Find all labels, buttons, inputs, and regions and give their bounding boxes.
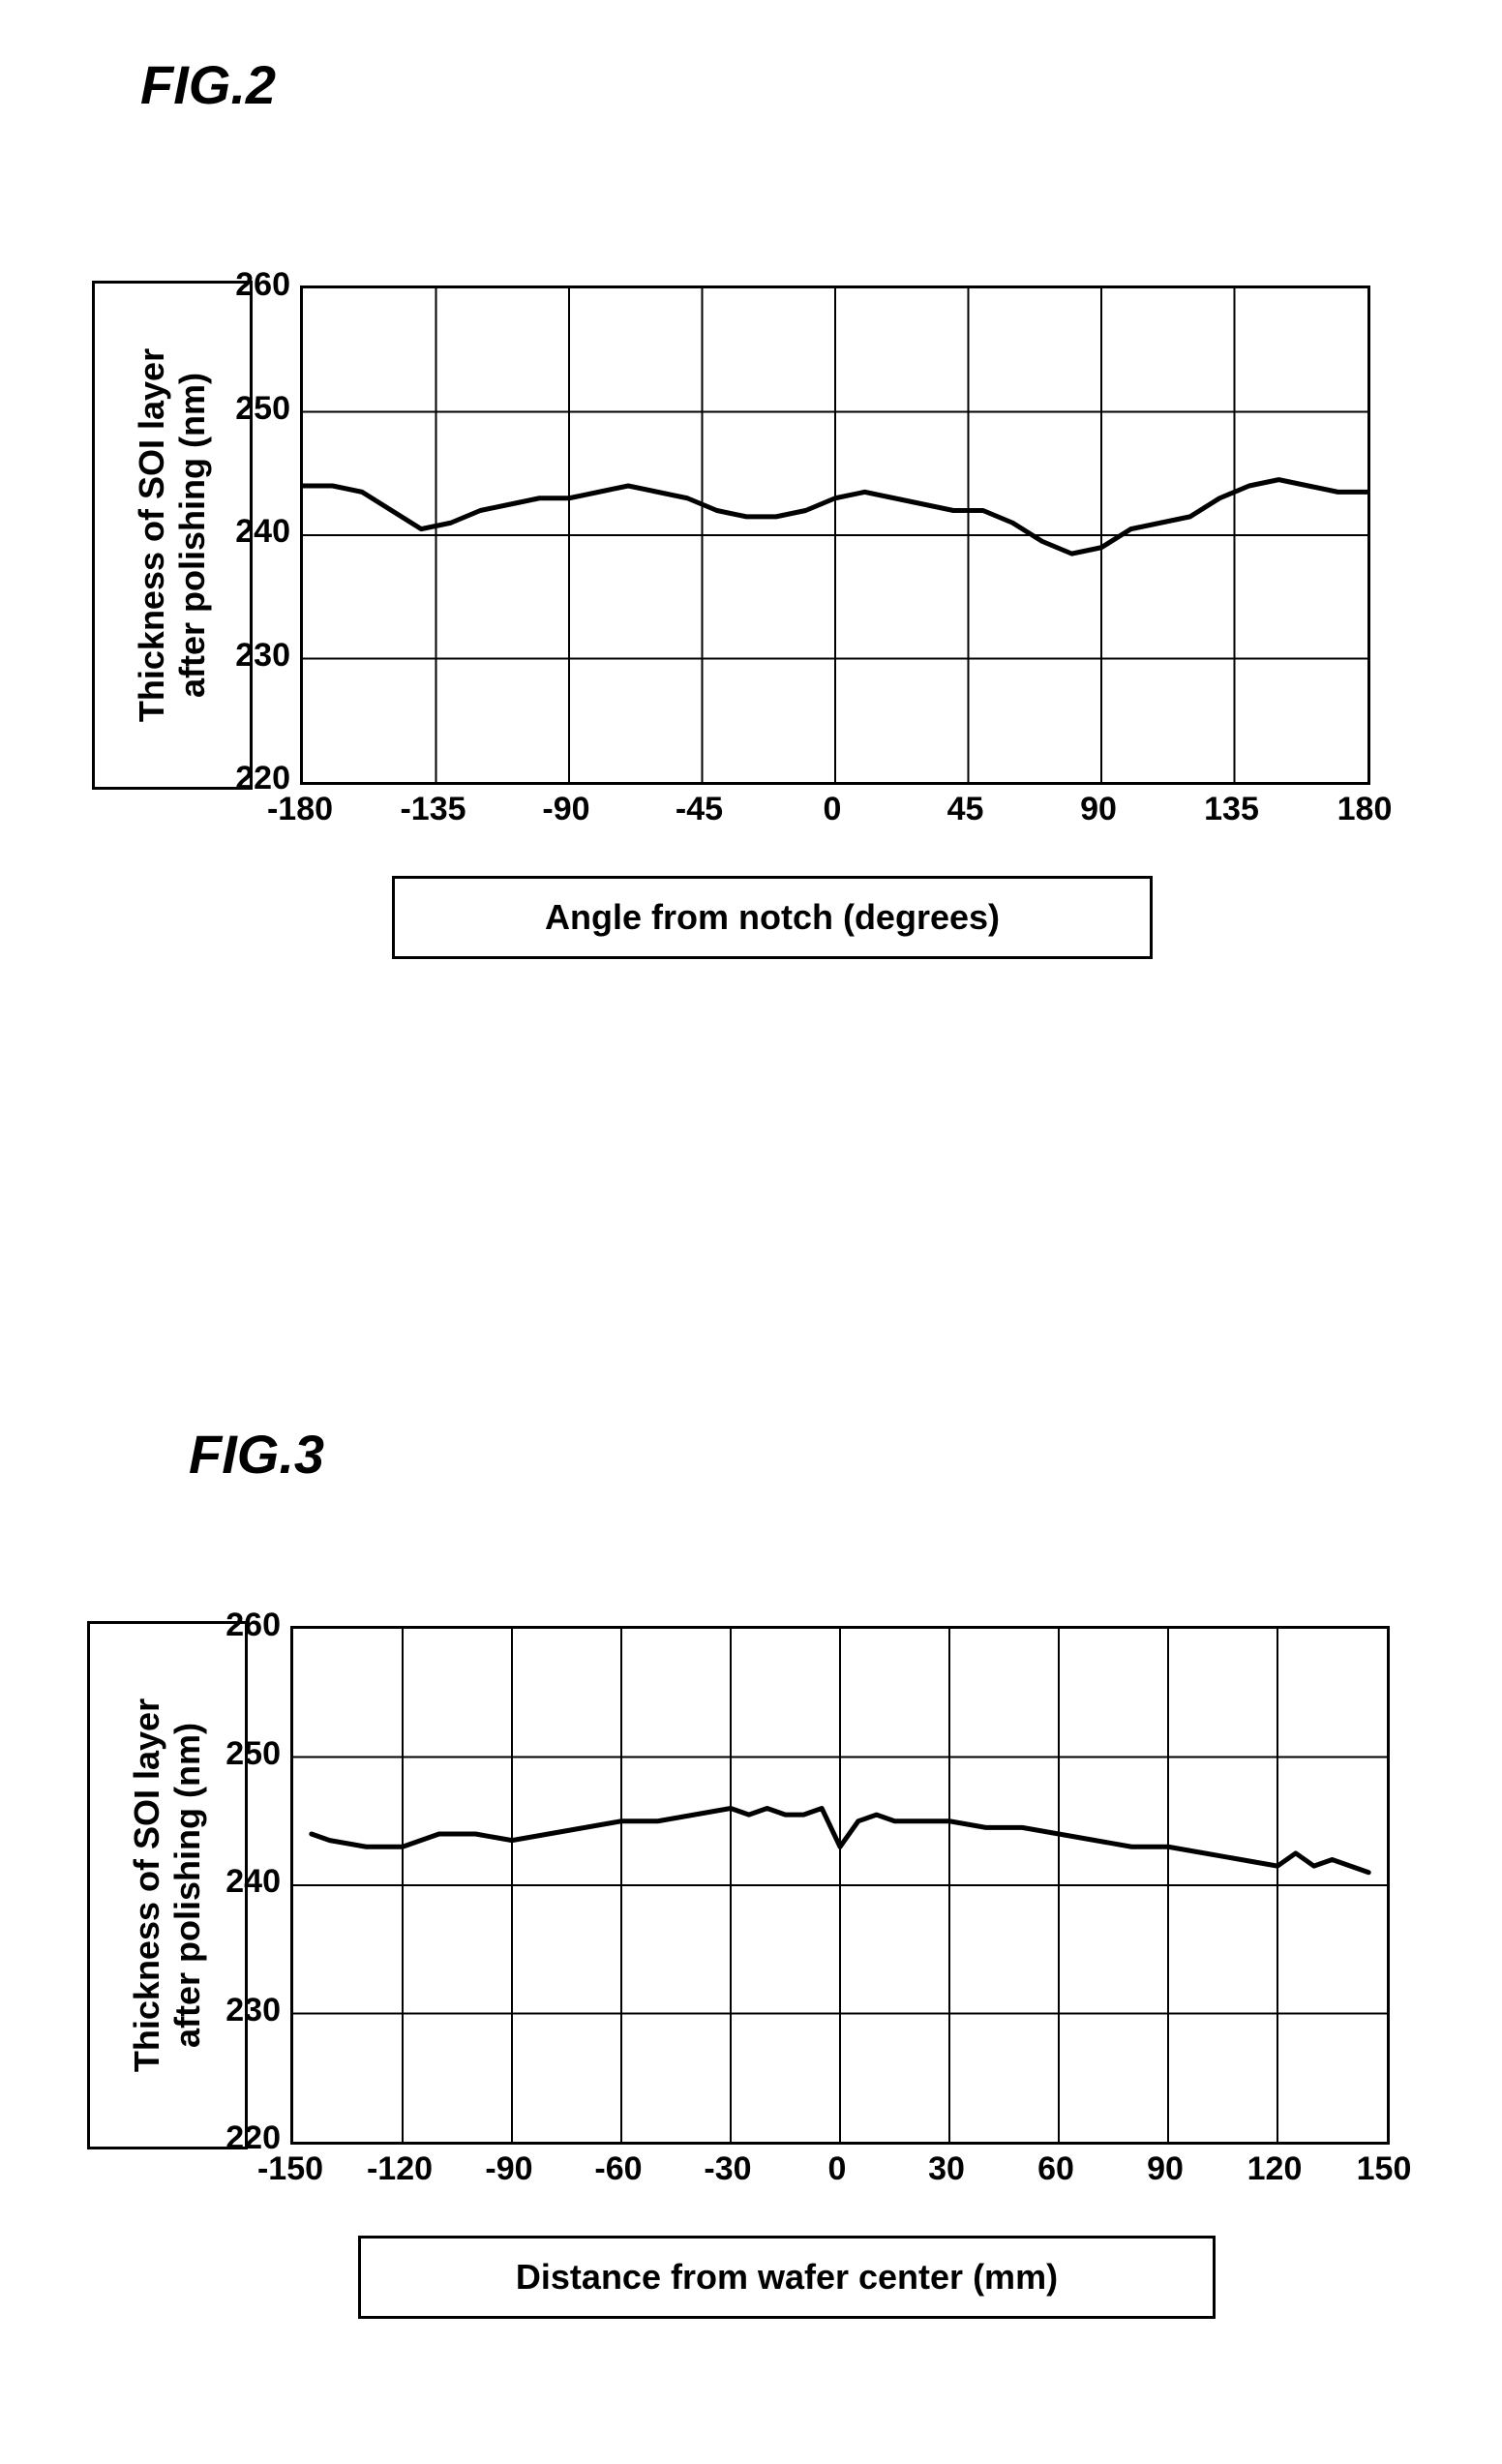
ytick-label: 220 <box>213 760 290 797</box>
xtick-label: 0 <box>789 791 876 828</box>
ytick-label: 260 <box>203 1607 281 1644</box>
ytick-label: 250 <box>213 390 290 428</box>
fig2-xlabel: Angle from notch (degrees) <box>545 897 1000 938</box>
fig2-chart-svg <box>303 288 1367 782</box>
xtick-label: 90 <box>1122 2150 1209 2188</box>
fig2-ylabel: Thickness of SOI layerafter polishing (n… <box>132 348 213 722</box>
fig3-xlabel: Distance from wafer center (mm) <box>516 2257 1058 2298</box>
fig3-title: FIG.3 <box>189 1423 324 1486</box>
xtick-label: -90 <box>523 791 610 828</box>
xtick-label: -135 <box>390 791 477 828</box>
ytick-label: 220 <box>203 2119 281 2157</box>
xtick-label: 0 <box>794 2150 881 2188</box>
xtick-label: 60 <box>1012 2150 1099 2188</box>
xtick-label: 135 <box>1188 791 1276 828</box>
ytick-label: 230 <box>203 1992 281 2029</box>
page-root: FIG.2 Thickness of SOI layerafter polish… <box>0 0 1502 2464</box>
xtick-label: 120 <box>1231 2150 1318 2188</box>
xtick-label: -120 <box>356 2150 443 2188</box>
xtick-label: 45 <box>922 791 1009 828</box>
xtick-label: 30 <box>903 2150 990 2188</box>
fig2-plot-area <box>300 285 1370 785</box>
xtick-label: -45 <box>656 791 743 828</box>
fig3-ylabel: Thickness of SOI layerafter polishing (n… <box>127 1698 208 2072</box>
ytick-label: 240 <box>203 1863 281 1901</box>
ytick-label: 230 <box>213 637 290 675</box>
fig3-plot-area <box>290 1626 1390 2145</box>
xtick-label: -90 <box>466 2150 553 2188</box>
xtick-label: -30 <box>684 2150 771 2188</box>
xtick-label: 150 <box>1340 2150 1427 2188</box>
ytick-label: 250 <box>203 1735 281 1773</box>
fig2-title: FIG.2 <box>140 53 276 116</box>
fig3-xlabel-box: Distance from wafer center (mm) <box>358 2236 1216 2319</box>
xtick-label: 180 <box>1321 791 1408 828</box>
xtick-label: 90 <box>1055 791 1142 828</box>
fig2-xlabel-box: Angle from notch (degrees) <box>392 876 1153 959</box>
ytick-label: 240 <box>213 513 290 551</box>
fig3-chart-svg <box>293 1629 1387 2142</box>
xtick-label: -60 <box>575 2150 662 2188</box>
ytick-label: 260 <box>213 266 290 304</box>
